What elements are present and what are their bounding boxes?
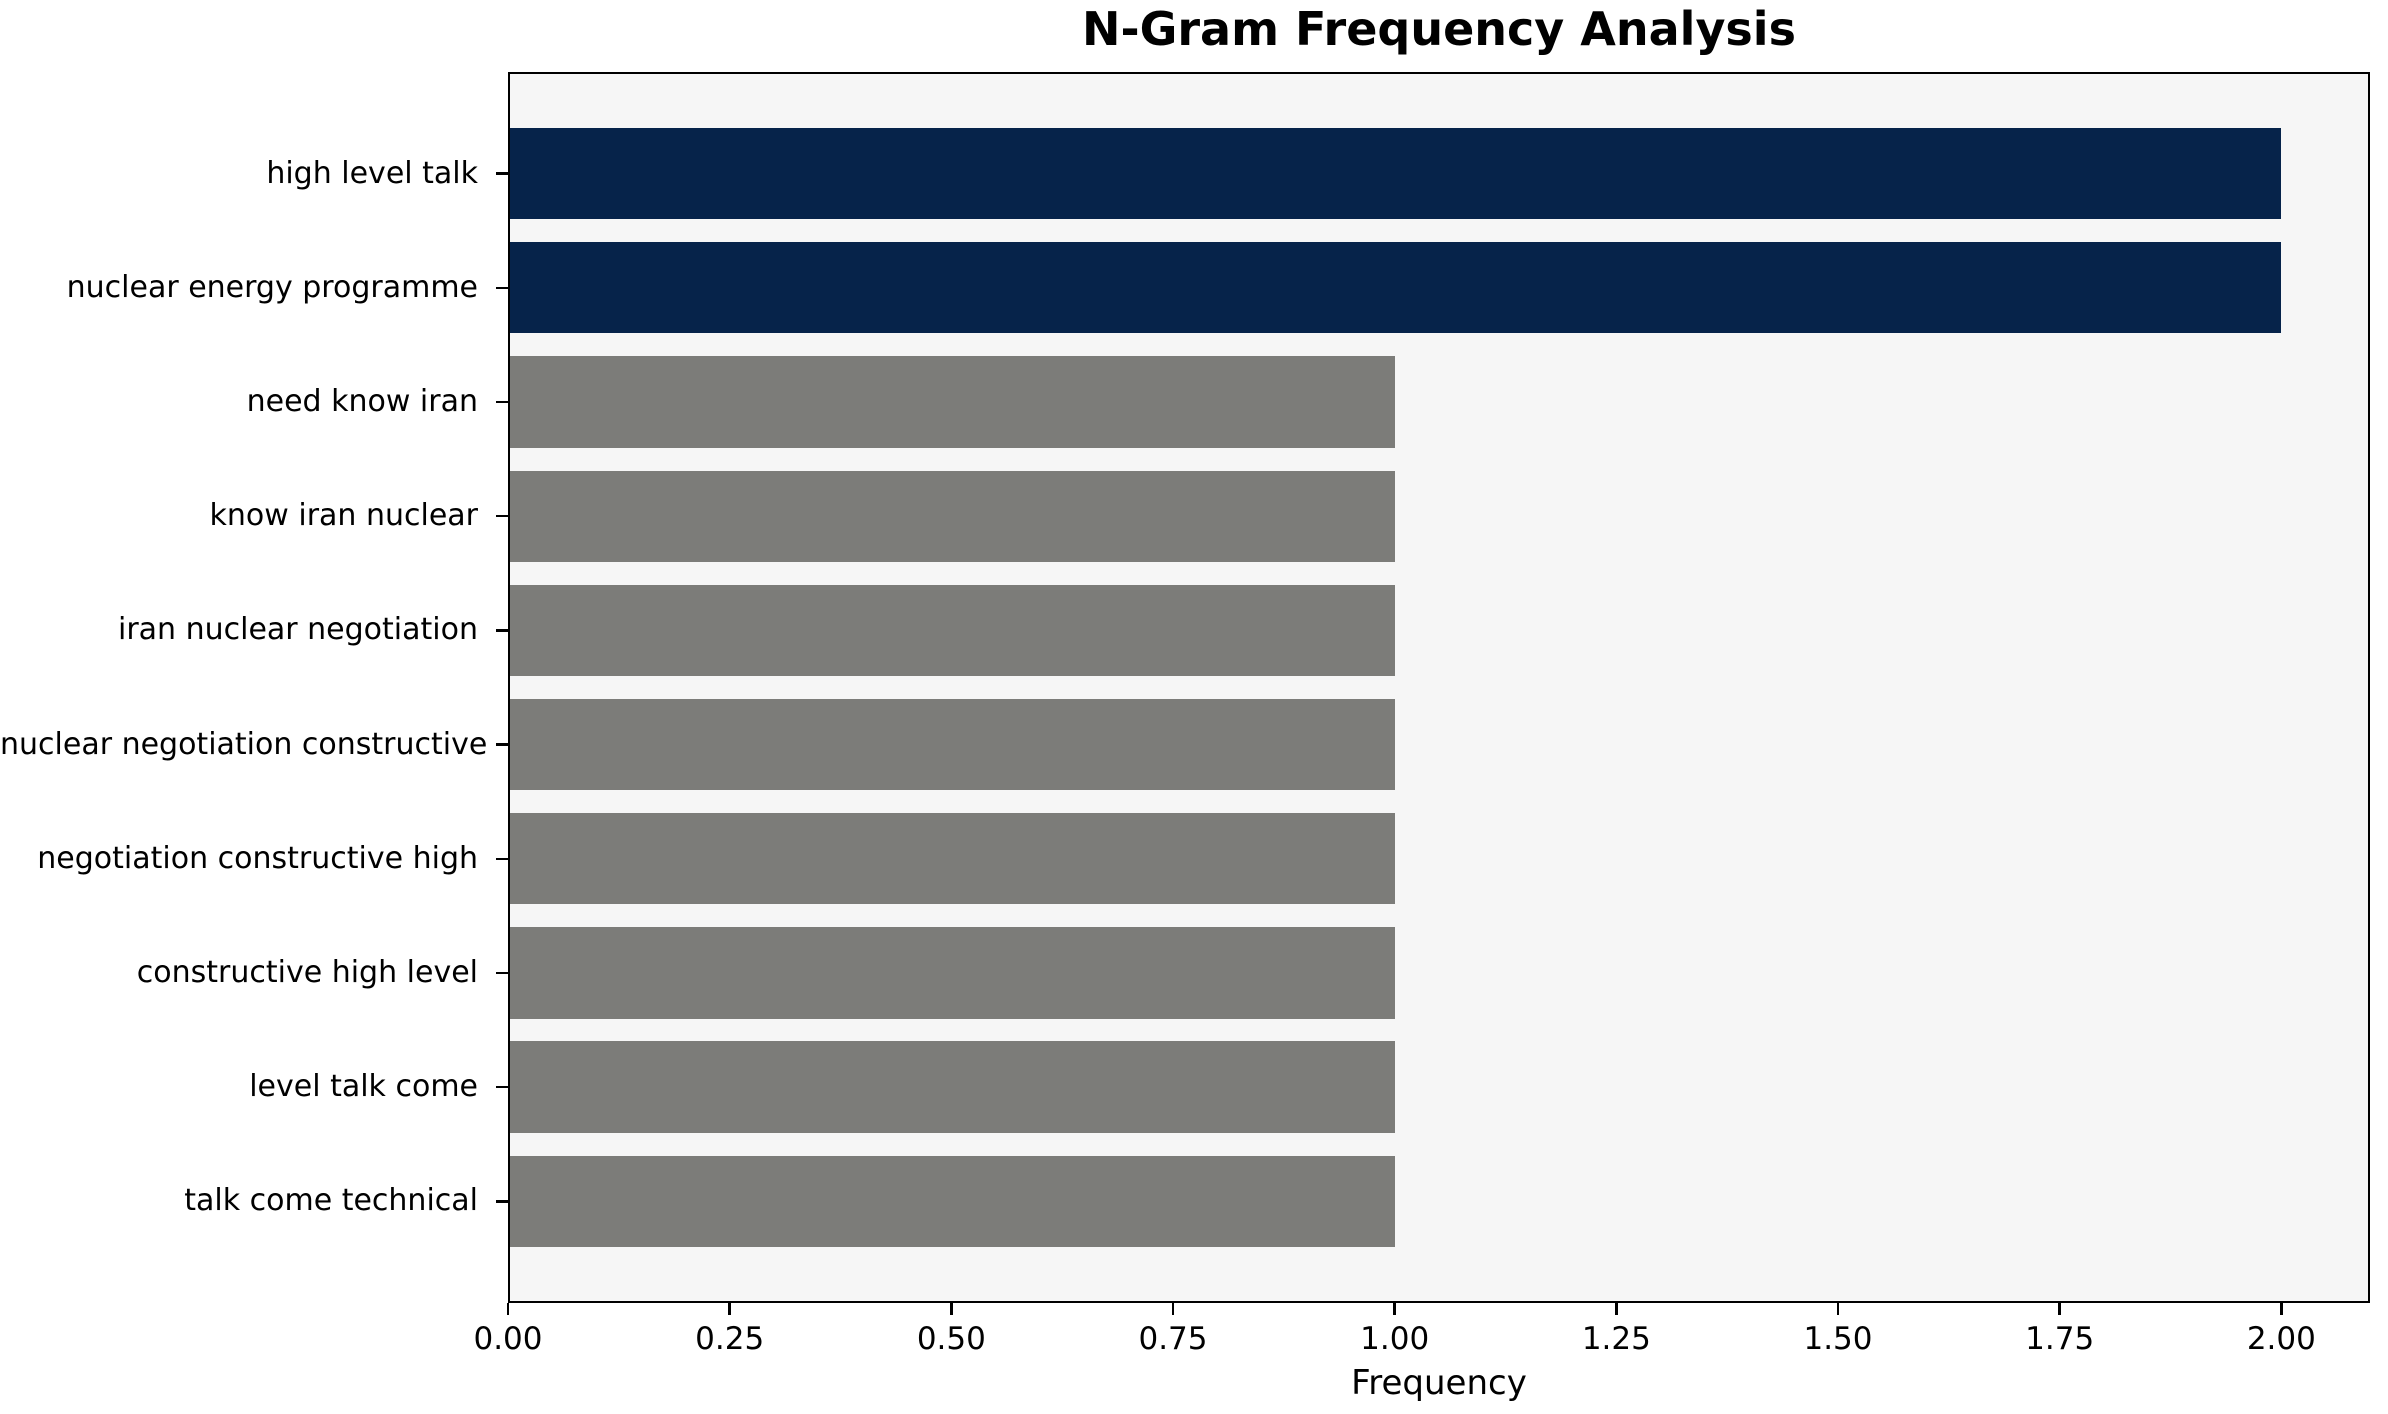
x-axis-label: Frequency (1351, 1363, 1527, 1403)
x-tick-mark (506, 1303, 510, 1315)
bar (510, 242, 2282, 334)
x-tick-mark (2058, 1303, 2061, 1315)
x-tick-mark (1836, 1303, 1840, 1315)
y-tick-label: talk come technical (184, 1183, 478, 1219)
x-tick-mark (728, 1303, 731, 1315)
x-tick-label: 0.75 (1138, 1321, 1208, 1357)
bar (510, 470, 1395, 562)
x-tick-mark (1393, 1303, 1396, 1315)
bar (510, 927, 1395, 1019)
y-tick-label: negotiation constructive high (37, 840, 478, 876)
y-tick-label: nuclear negotiation constructive (0, 726, 488, 762)
y-tick-mark (496, 629, 508, 632)
y-tick-label: iran nuclear negotiation (118, 612, 478, 648)
x-tick-label: 1.25 (1581, 1321, 1651, 1357)
y-tick-mark (496, 172, 508, 175)
x-tick-label: 1.00 (1360, 1321, 1430, 1357)
x-tick-mark (950, 1303, 953, 1315)
y-tick-label: know iran nuclear (209, 498, 478, 534)
x-tick-mark (2280, 1303, 2283, 1315)
y-tick-label: nuclear energy programme (66, 269, 478, 305)
y-tick-mark (496, 1085, 508, 1089)
x-tick-label: 1.75 (2025, 1321, 2095, 1357)
x-tick-mark (1171, 1303, 1175, 1315)
y-tick-mark (496, 971, 508, 975)
chart-title: N-Gram Frequency Analysis (1082, 2, 1796, 56)
bar (510, 127, 2282, 220)
x-tick-label: 2.00 (2246, 1321, 2316, 1357)
bar (510, 1155, 1395, 1248)
x-tick-label: 1.50 (1803, 1321, 1873, 1357)
y-tick-label: constructive high level (136, 954, 478, 990)
y-tick-mark (496, 286, 508, 290)
y-tick-mark (496, 514, 508, 518)
y-tick-mark (496, 1200, 508, 1203)
y-tick-label: level talk come (249, 1069, 478, 1105)
bar (510, 698, 1395, 791)
x-tick-label: 0.50 (916, 1321, 986, 1357)
y-tick-label: high level talk (266, 155, 478, 191)
y-tick-label: need know iran (246, 384, 478, 420)
y-tick-mark (496, 400, 508, 404)
x-tick-label: 0.25 (695, 1321, 765, 1357)
x-tick-label: 0.00 (473, 1321, 543, 1357)
bar (510, 356, 1395, 448)
bar (510, 1041, 1395, 1133)
y-tick-mark (496, 743, 508, 746)
y-tick-mark (496, 857, 508, 861)
bar (510, 584, 1395, 677)
bar (510, 813, 1395, 905)
x-tick-mark (1615, 1303, 1618, 1315)
